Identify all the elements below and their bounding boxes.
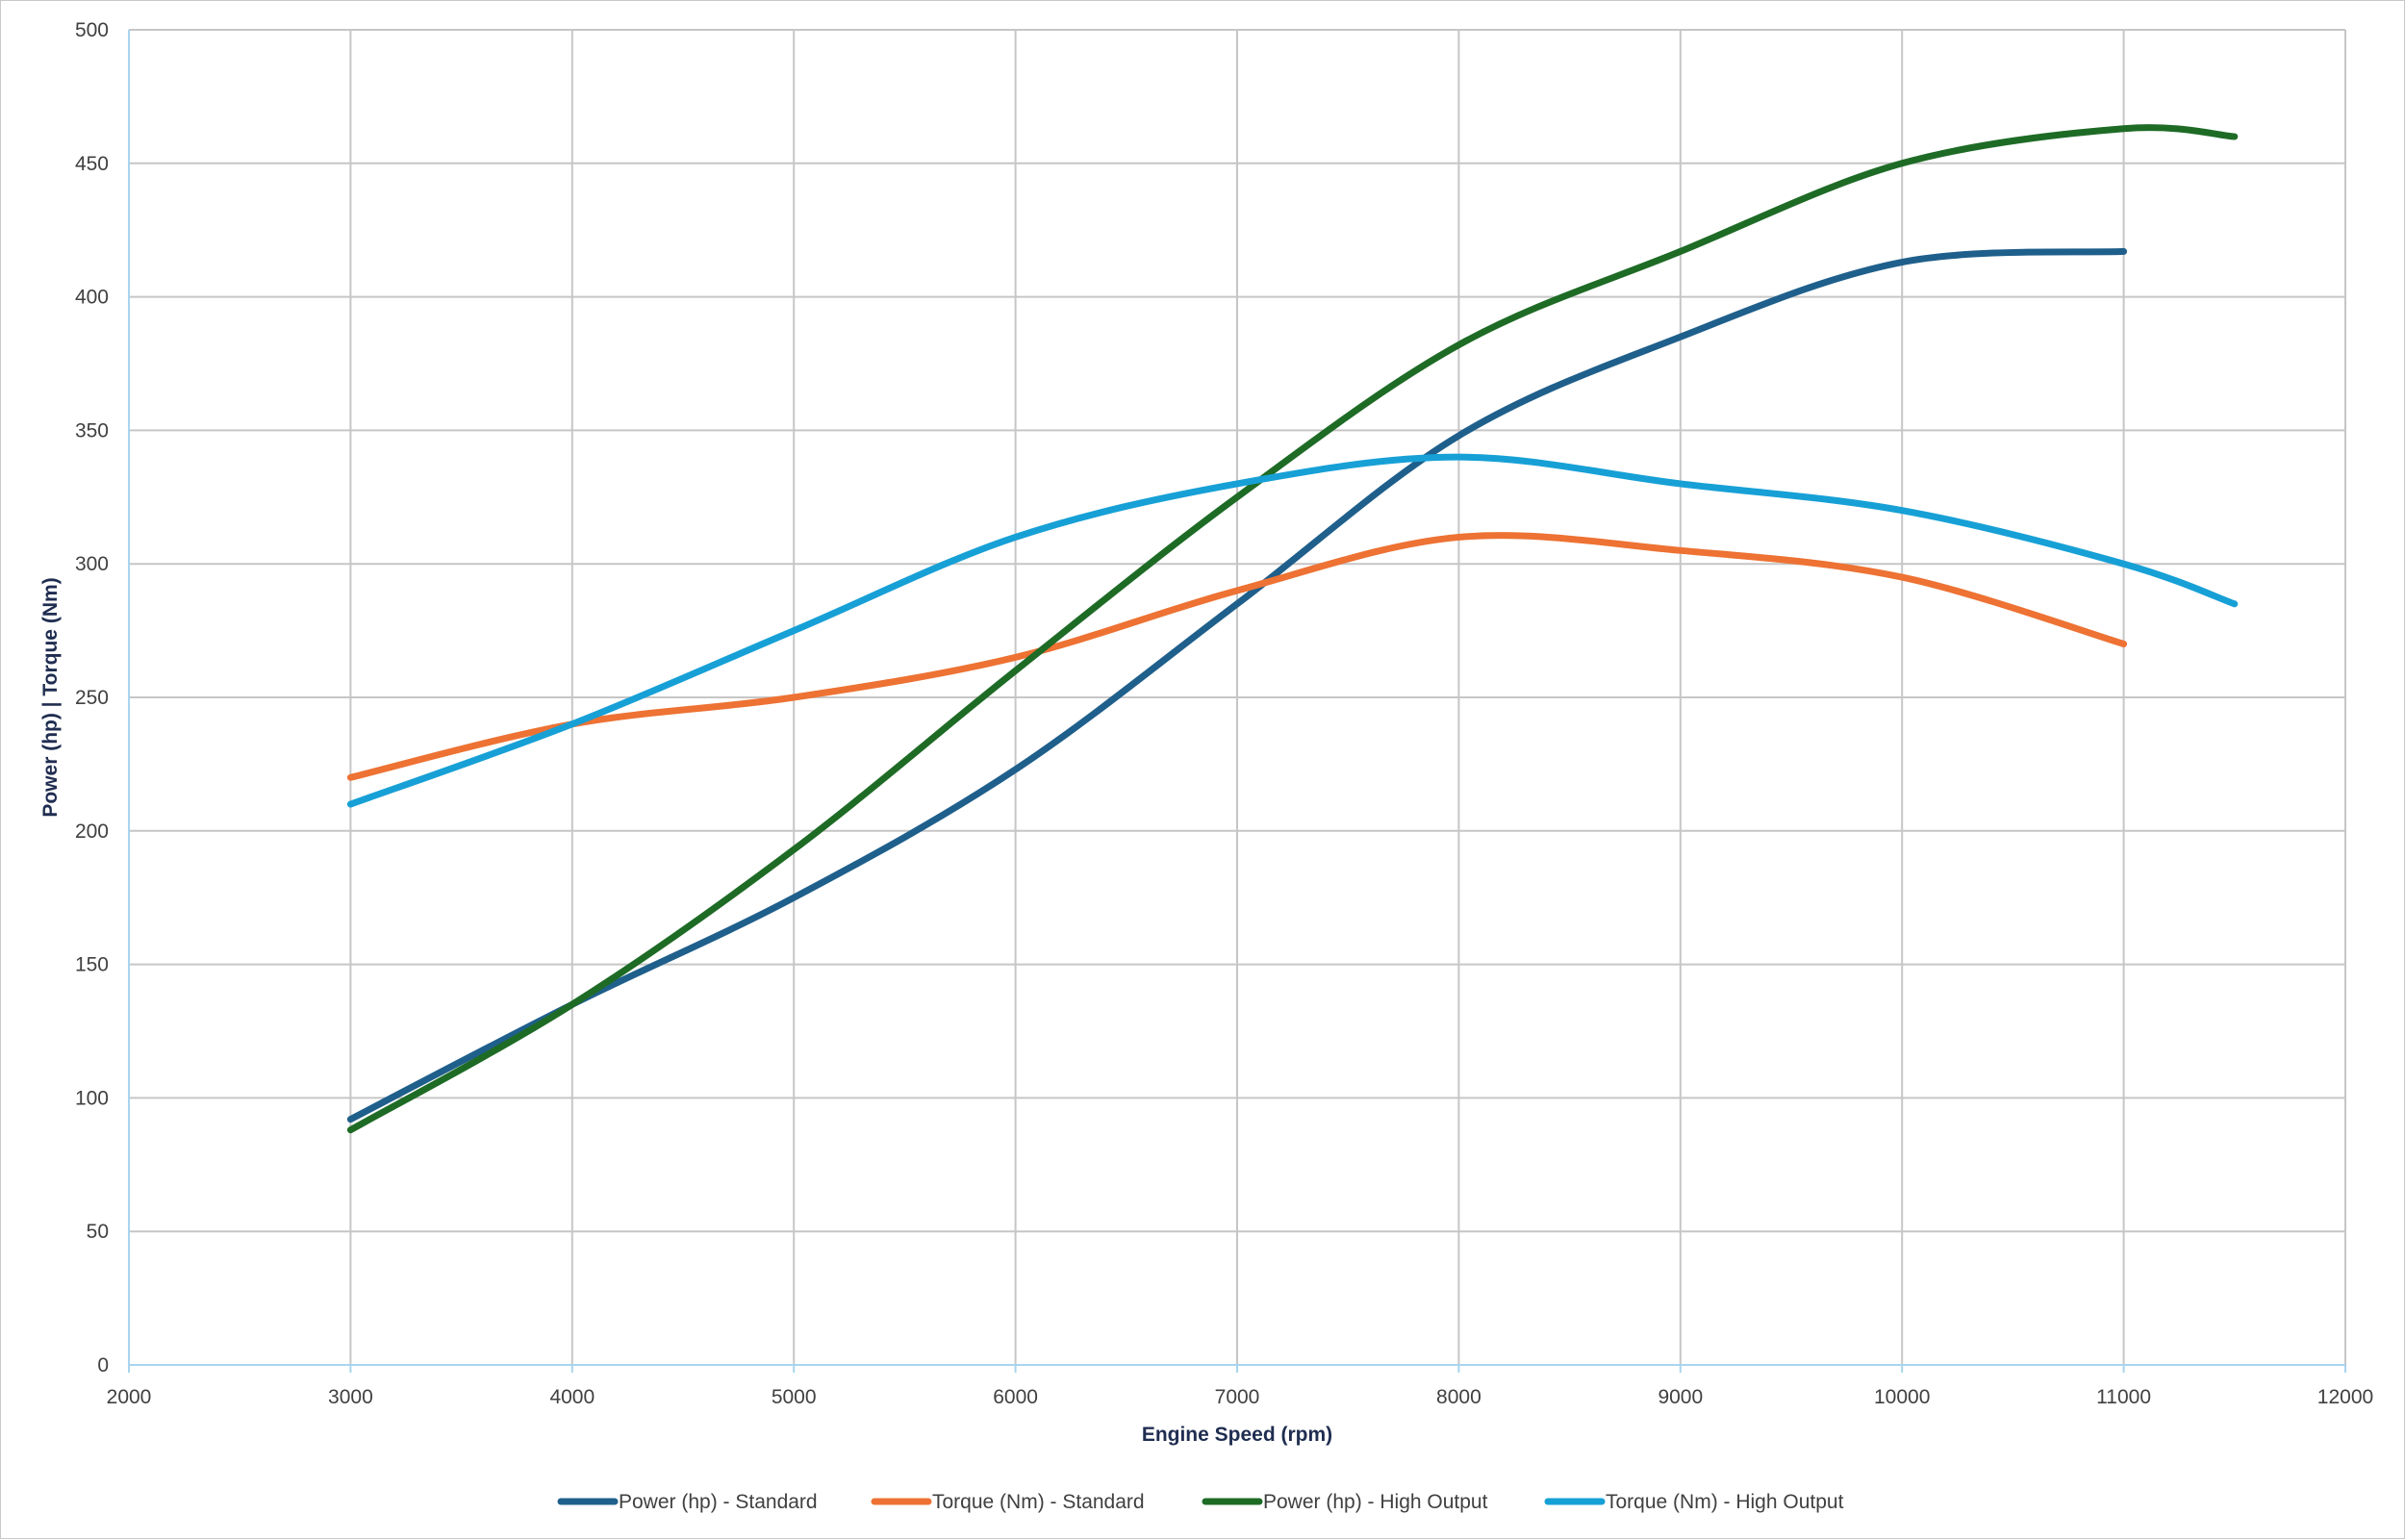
x-tick-label: 7000	[1215, 1386, 1260, 1408]
x-tick-label: 5000	[772, 1386, 817, 1408]
y-tick-label: 0	[97, 1354, 109, 1376]
y-tick-label: 500	[75, 19, 109, 41]
x-tick-label: 12000	[2317, 1386, 2373, 1408]
series-line-power-hp-high-output	[346, 124, 2239, 1134]
legend-label: Power (hp) - High Output	[1263, 1491, 1488, 1513]
x-tick-label: 2000	[107, 1386, 152, 1408]
x-tick-labels: 2000 3000 4000 5000 6000 7000 8000 9000 10000 110…	[107, 1386, 2374, 1408]
y-tick-label: 450	[75, 153, 109, 175]
x-tick-label: 4000	[549, 1386, 595, 1408]
axes	[128, 30, 2346, 1373]
x-tick-label: 8000	[1436, 1386, 1481, 1408]
series-lines	[346, 124, 2239, 1134]
y-tick-labels: 0 50 100 150 200 250 300 350 400 450 500	[75, 19, 109, 1376]
series-line-torque-nm-standard	[346, 532, 2128, 781]
x-tick-label: 9000	[1658, 1386, 1703, 1408]
legend-label: Power (hp) - Standard	[619, 1491, 818, 1513]
series-line-power-hp-standard	[346, 247, 2128, 1123]
y-tick-label: 50	[87, 1221, 109, 1243]
x-tick-label: 10000	[1874, 1386, 1930, 1408]
y-tick-label: 300	[75, 553, 109, 575]
x-axis-title: Engine Speed (rpm)	[1142, 1424, 1332, 1446]
y-tick-label: 150	[75, 954, 109, 976]
y-axis-title: Power (hp) | Torque (Nm)	[39, 577, 62, 817]
legend-label: Torque (Nm) - High Output	[1606, 1491, 1844, 1513]
y-tick-label: 200	[75, 820, 109, 843]
x-tick-label: 6000	[993, 1386, 1038, 1408]
grid	[129, 29, 2346, 1365]
y-tick-label: 350	[75, 419, 109, 442]
series-line-torque-nm-high-output	[346, 453, 2239, 808]
y-tick-label: 250	[75, 687, 109, 709]
legend: Power (hp) - Standard Torque (Nm) - Stand…	[557, 1491, 1844, 1513]
x-tick-label: 11000	[2096, 1386, 2151, 1408]
legend-label: Torque (Nm) - Standard	[932, 1491, 1145, 1513]
y-tick-label: 100	[75, 1087, 109, 1109]
y-tick-label: 400	[75, 287, 109, 309]
x-tick-label: 3000	[328, 1386, 373, 1408]
